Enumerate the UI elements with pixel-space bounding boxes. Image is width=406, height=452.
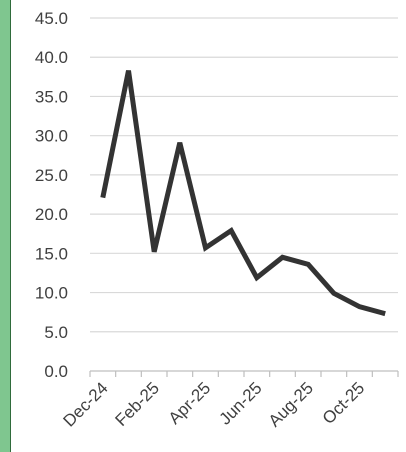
y-tick-label: 5.0 [44,323,68,342]
y-tick-label: 45.0 [35,9,68,28]
gridlines [90,17,398,333]
series-line [100,70,386,317]
x-axis: Dec-24 Feb-25 Apr-25 Jun-25 Aug-25 Oct-25 [59,370,399,431]
x-tick-label: Aug-25 [265,378,317,430]
x-tick-label: Dec-24 [59,378,111,430]
y-tick-label: 30.0 [35,127,68,146]
y-tick-label: 40.0 [35,48,68,67]
y-tick-label: 15.0 [35,244,68,263]
y-axis-ticks: 0.0 5.0 10.0 15.0 20.0 25.0 30.0 35.0 40.0 45.0 [35,9,68,381]
y-tick-label: 20.0 [35,205,68,224]
x-tick-label: Oct-25 [319,378,369,428]
x-tick-label: Jun-25 [215,378,265,428]
y-tick-label: 35.0 [35,87,68,106]
series-layer [100,70,386,317]
y-tick-label: 10.0 [35,284,68,303]
x-tick-label: Apr-25 [165,378,215,428]
left-border-strip [0,0,11,452]
y-tick-label: 0.0 [44,362,68,381]
y-tick-label: 25.0 [35,166,68,185]
x-tick-label: Feb-25 [111,378,163,430]
